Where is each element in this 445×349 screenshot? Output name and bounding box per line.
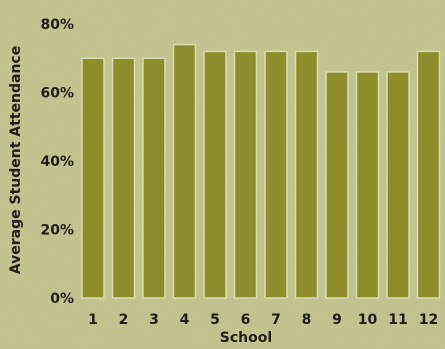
x-axis-ticks: 1 2 3 4 5 6 7 8 9 10 11 12 [88, 312, 438, 328]
x-tick-label: 6 [241, 312, 251, 328]
x-tick-label: 1 [88, 312, 98, 328]
x-tick-label: 2 [119, 312, 129, 328]
y-axis-ticks: 0% 20% 40% 60% 80% [40, 17, 74, 307]
bar-school-1 [81, 57, 105, 299]
bar-school-5 [203, 50, 227, 299]
bar-school-12 [416, 50, 441, 299]
y-tick-label: 40% [40, 154, 74, 170]
bar-school-8 [294, 50, 319, 299]
x-tick-label: 11 [388, 312, 407, 328]
y-axis-title: Average Student Attendance [8, 46, 24, 274]
bar-group [81, 43, 441, 299]
bar-school-7 [264, 50, 288, 299]
x-tick-label: 10 [358, 312, 378, 328]
x-tick-label: 3 [149, 312, 159, 328]
y-tick-label: 80% [40, 17, 74, 33]
bar-school-4 [172, 43, 197, 299]
bar-school-2 [111, 57, 136, 299]
x-tick-label: 12 [419, 312, 438, 328]
x-axis-title: School [220, 330, 272, 346]
y-tick-label: 60% [40, 86, 74, 102]
bar-school-3 [142, 57, 166, 299]
x-tick-label: 8 [302, 312, 312, 328]
bar-school-11 [386, 71, 410, 299]
x-tick-label: 7 [271, 312, 281, 328]
bar-school-10 [355, 71, 380, 299]
bar-school-6 [233, 50, 258, 299]
x-tick-label: 9 [332, 312, 342, 328]
x-tick-label: 4 [180, 312, 190, 328]
y-tick-label: 0% [50, 291, 74, 307]
bar-school-9 [325, 71, 349, 299]
y-tick-label: 20% [40, 223, 74, 239]
x-tick-label: 5 [210, 312, 220, 328]
